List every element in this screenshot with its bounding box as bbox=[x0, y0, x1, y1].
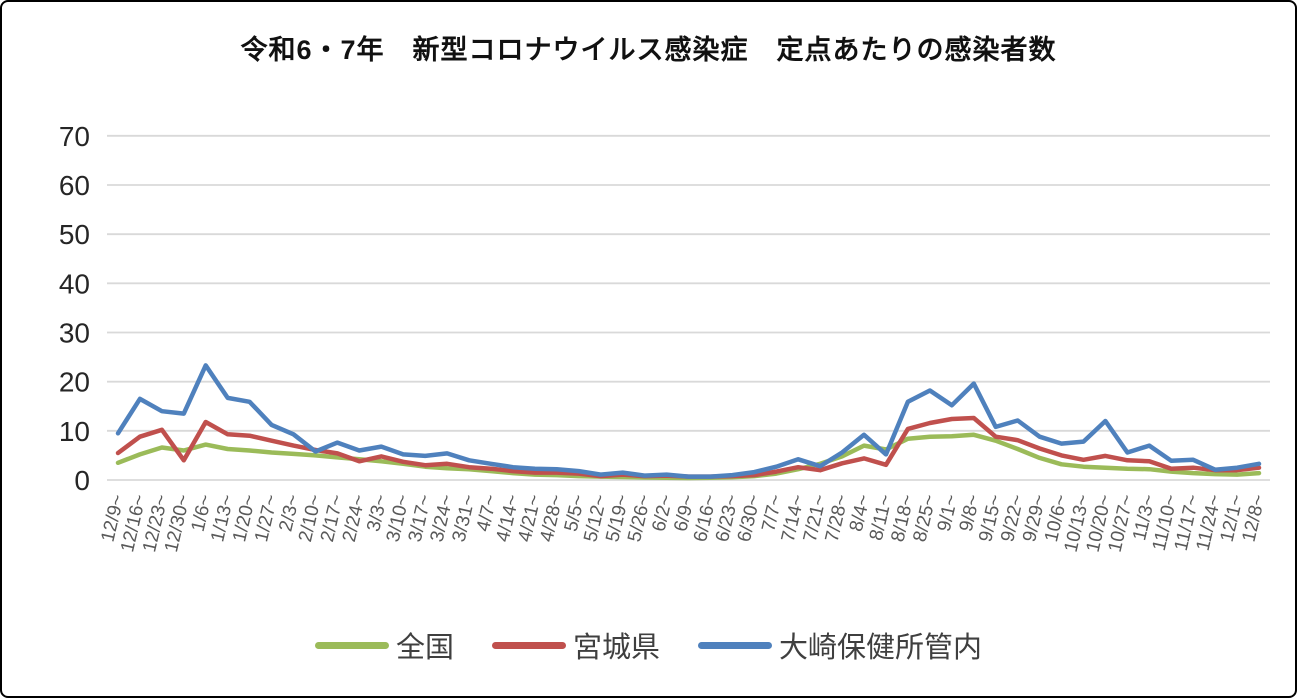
y-axis-label: 70 bbox=[59, 121, 90, 152]
legend-label: 全国 bbox=[395, 632, 454, 664]
y-axis-label: 40 bbox=[59, 268, 90, 299]
chart-title: 令和6・7年 新型コロナウイルス感染症 定点あたりの感染者数 bbox=[240, 35, 1057, 65]
y-axis-label: 0 bbox=[74, 465, 90, 496]
legend-label: 大崎保健所管内 bbox=[779, 632, 983, 664]
legend-item: 大崎保健所管内 bbox=[698, 624, 982, 666]
legend-swatch bbox=[491, 641, 566, 649]
y-axis-label: 30 bbox=[59, 318, 90, 349]
y-axis-label: 10 bbox=[59, 416, 90, 447]
legend-label: 宮城県 bbox=[572, 632, 660, 664]
series-line-全国 bbox=[115, 432, 1262, 481]
legend-item: 宮城県 bbox=[491, 624, 660, 666]
y-axis-label: 20 bbox=[59, 367, 90, 398]
series-line-大崎保健所管内 bbox=[115, 363, 1262, 479]
y-axis-label: 60 bbox=[59, 170, 90, 201]
y-axis-label: 50 bbox=[59, 219, 90, 250]
legend: 全国 宮城県 大崎保健所管内 bbox=[2, 624, 1295, 666]
legend-item: 全国 bbox=[314, 624, 454, 666]
legend-swatch bbox=[314, 641, 389, 649]
legend-swatch bbox=[698, 641, 772, 649]
